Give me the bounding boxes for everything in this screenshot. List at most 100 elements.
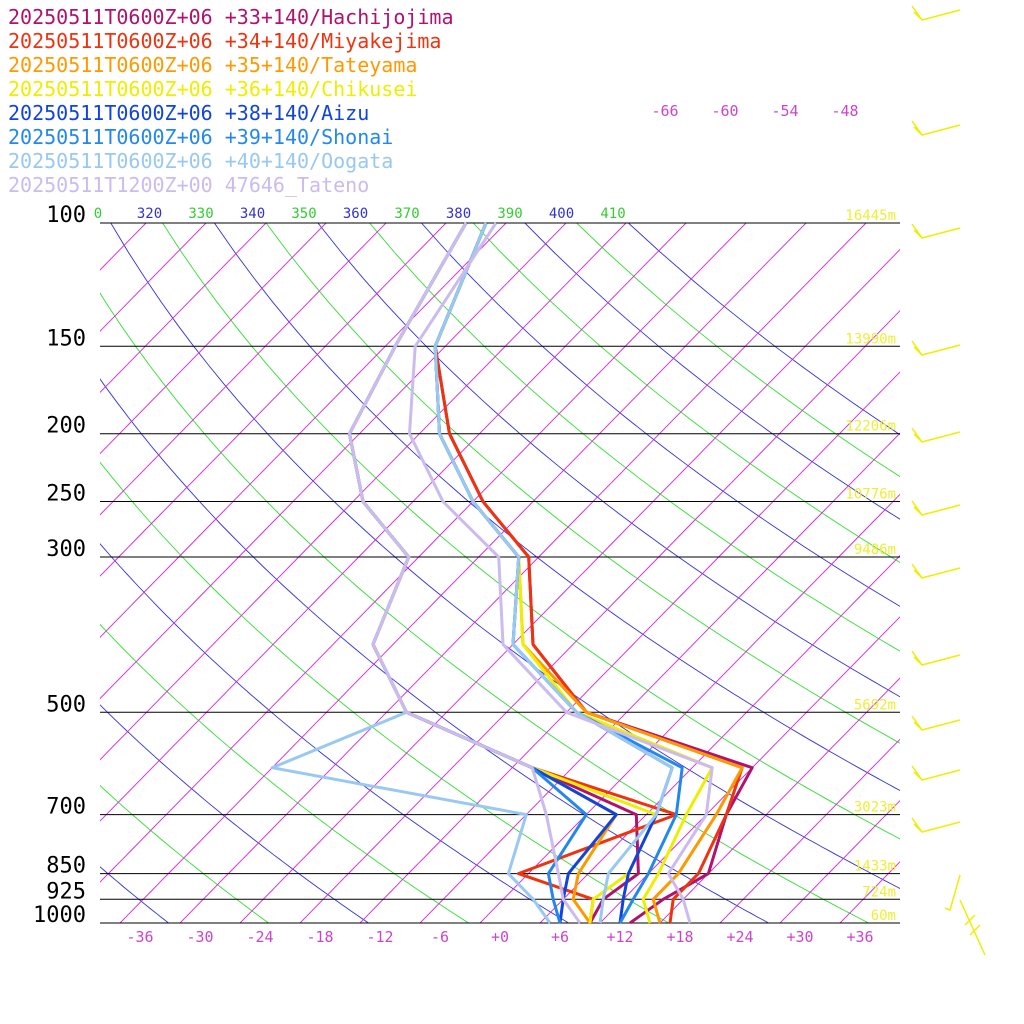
legend-entry: 20250511T0600Z+06 +36+140/Chikusei (8, 77, 417, 101)
x-tick-label: -18 (306, 928, 333, 946)
dewpoint-line (348, 222, 588, 924)
dry-adiabat-line (100, 292, 869, 923)
dry-adiabat-line (421, 223, 900, 607)
temperature-line (433, 222, 684, 924)
theta-label: 390 (497, 206, 522, 222)
isotherm-line (359, 371, 900, 923)
x-tick-label: +6 (551, 928, 569, 946)
isotherm-line (0, 223, 26, 923)
height-label: 10776m (845, 487, 896, 503)
dry-adiabat-line (214, 223, 900, 792)
x-tick-label: +36 (846, 928, 873, 946)
isobars (100, 222, 900, 924)
wind-barb (911, 765, 961, 781)
legend-entry: 20250511T0600Z+06 +35+140/Tateyama (8, 53, 417, 77)
wind-barb (911, 650, 961, 666)
dewpoint-line (348, 222, 658, 924)
upper-isotherm-label: -60 (711, 102, 738, 120)
legend-entry: 20250511T0600Z+06 +34+140/Miyakejima (8, 29, 441, 53)
wind-barb (911, 120, 961, 136)
wind-barb (911, 340, 961, 356)
legend: 20250511T0600Z+06 +33+140/Hachijojima202… (8, 5, 454, 197)
isotherm-line (100, 223, 627, 761)
dewpoint-line (348, 222, 640, 924)
height-label: 13990m (845, 331, 896, 347)
axis-labels: 100 16445m 150 13990m 200 12206m 250 10776m 300 9… (33, 102, 896, 946)
theta-label: 360 (343, 206, 368, 222)
x-tick-label: +24 (726, 928, 753, 946)
height-label: 724m (862, 884, 896, 900)
dry-adiabat-line (576, 223, 900, 478)
height-label: 9486m (854, 542, 896, 558)
isotherm-line (779, 799, 900, 923)
legend-entry: 20250511T0600Z+06 +39+140/Shonai (8, 125, 393, 149)
wind-barb (911, 427, 961, 443)
x-tick-label: +12 (606, 928, 633, 946)
legend-entry: 20250511T0600Z+06 +40+140/Oogata (8, 149, 393, 173)
dewpoint-line (348, 222, 678, 924)
theta-label: 400 (549, 206, 574, 222)
dry-adiabat-line (369, 223, 900, 652)
temperature-line (433, 222, 674, 924)
wind-barb (911, 715, 961, 731)
pressure-label: 100 (46, 203, 86, 228)
upper-isotherm-label: -48 (831, 102, 858, 120)
pressure-label: 500 (46, 692, 86, 717)
height-label: 3023m (854, 800, 896, 816)
dry-adiabat-line (110, 223, 900, 889)
dry-adiabat-line (628, 223, 900, 436)
isotherm-line (719, 738, 900, 923)
sounding-profiles (270, 222, 754, 925)
x-tick-label: +18 (666, 928, 693, 946)
pressure-label: 200 (46, 414, 86, 439)
theta-label: 330 (188, 206, 213, 222)
height-label: 60m (871, 908, 896, 924)
pressure-label: 1000 (33, 903, 86, 928)
theta-label: 380 (446, 206, 471, 222)
upper-isotherm-label: -54 (771, 102, 798, 120)
legend-entry: 20250511T0600Z+06 +33+140/Hachijojima (8, 5, 454, 29)
wind-barb (911, 223, 961, 239)
isotherm-line (839, 861, 900, 923)
wind-barbs (911, 5, 986, 956)
theta-label: 320 (137, 206, 162, 222)
theta-label: 350 (291, 206, 316, 222)
x-tick-label: -6 (431, 928, 449, 946)
dry-adiabats (100, 223, 900, 923)
height-label: 16445m (845, 208, 896, 224)
dry-adiabat-line (162, 223, 900, 840)
x-tick-label: -24 (246, 928, 273, 946)
dry-adiabat-line (524, 223, 900, 520)
wind-barb (911, 5, 961, 21)
dry-adiabat-line (100, 461, 669, 923)
pressure-label: 700 (46, 795, 86, 820)
dewpoint-line (348, 222, 618, 924)
legend-entry: 20250511T0600Z+06 +38+140/Aizu (8, 101, 369, 125)
wind-barb (944, 874, 986, 956)
upper-isotherm-label: -66 (651, 102, 678, 120)
pressure-label: 925 (46, 879, 86, 904)
x-tick-label: +30 (786, 928, 813, 946)
pressure-label: 850 (46, 854, 86, 879)
isotherms (0, 223, 900, 923)
pressure-label: 300 (46, 537, 86, 562)
pressure-label: 250 (46, 482, 86, 507)
height-label: 5692m (854, 697, 896, 713)
x-tick-label: -30 (186, 928, 213, 946)
pressure-label: 150 (46, 326, 86, 351)
dry-adiabat-line (100, 784, 269, 923)
temperature-line (433, 222, 744, 924)
theta-label: 0 (94, 206, 102, 222)
x-tick-label: +0 (491, 928, 509, 946)
isotherm-line (419, 432, 900, 923)
dry-adiabat-line (265, 223, 900, 744)
dewpoint-line (270, 222, 552, 924)
x-tick-label: -36 (126, 928, 153, 946)
theta-label: 370 (394, 206, 419, 222)
dewpoint-line (348, 222, 618, 924)
theta-label: 340 (240, 206, 265, 222)
wind-barb (911, 563, 961, 579)
height-label: 1433m (854, 859, 896, 875)
dewpoint-line (348, 222, 582, 924)
